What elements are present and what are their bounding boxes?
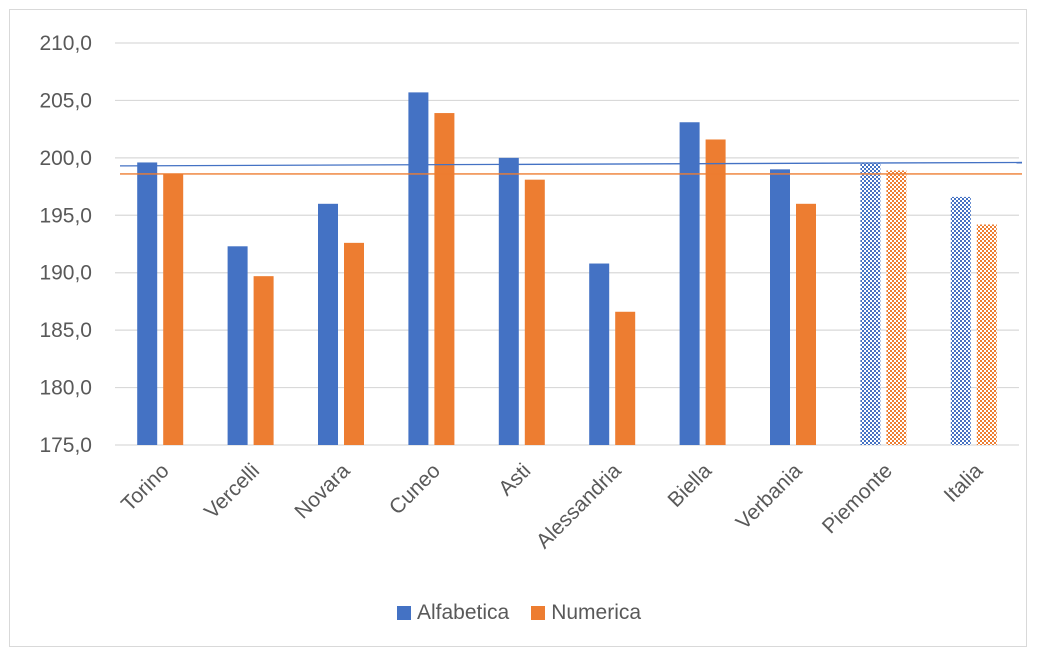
y-tick-label: 200,0 xyxy=(39,147,92,170)
legend-swatch-numerica xyxy=(531,606,546,620)
x-tick-label: Verbania xyxy=(732,459,807,534)
gridlines xyxy=(115,42,1019,446)
x-tick-label: Vercelli xyxy=(200,459,264,523)
x-tick-label: Alessandria xyxy=(532,459,626,553)
x-tick-label: Novara xyxy=(290,459,354,523)
x-axis-category-labels: Torino Vercelli Novara Cuneo AstiAlessandria… xyxy=(117,459,988,553)
bar-numerica-cuneo xyxy=(434,113,455,445)
bar-alfabetica-alessandria xyxy=(589,263,610,445)
x-tick-label: Italia xyxy=(940,459,988,507)
bar-numerica-verbania xyxy=(796,203,816,445)
bar-numerica-torino xyxy=(163,173,184,446)
bar-alfabetica-torino xyxy=(137,162,158,446)
y-axis-tick-labels: 175,0 180,0 185,0 190,0 195,0 200,0 205,0 210,0 xyxy=(39,32,92,457)
x-tick-label: Cuneo xyxy=(385,459,445,519)
y-tick-label: 195,0 xyxy=(39,204,92,227)
bar-numerica-alessandria xyxy=(615,311,636,445)
bar-numerica-piemonte xyxy=(886,170,907,445)
legend-swatch-alfabetica xyxy=(396,606,411,620)
bar-alfabetica-asti xyxy=(498,157,519,445)
bar-alfabetica-cuneo xyxy=(408,92,429,445)
bar-numerica-italia xyxy=(976,224,997,445)
y-tick-label: 190,0 xyxy=(39,262,92,285)
bar-numerica-novara xyxy=(344,242,364,445)
bar-numerica-biella xyxy=(705,139,726,446)
y-tick-label: 185,0 xyxy=(39,319,92,342)
legend: Alfabetica Numerica xyxy=(0,598,1038,628)
x-tick-label: Piemonte xyxy=(818,459,897,538)
bar-alfabetica-vercelli xyxy=(227,246,248,445)
x-tick-label: Asti xyxy=(494,459,535,500)
legend-item-alfabetica: Alfabetica xyxy=(396,601,510,625)
bar-numerica-vercelli xyxy=(253,276,274,445)
legend-item-numerica: Numerica xyxy=(531,601,641,625)
bar-numerica-asti xyxy=(524,179,545,445)
legend-label-numerica: Numerica xyxy=(551,601,642,624)
bar-alfabetica-piemonte xyxy=(860,162,881,446)
y-tick-label: 205,0 xyxy=(39,89,92,112)
bar-alfabetica-novara xyxy=(318,203,338,445)
reference-line-alfabetica xyxy=(119,161,1023,167)
reference-lines xyxy=(119,161,1023,175)
legend-label-alfabetica: Alfabetica xyxy=(416,601,510,624)
bar-alfabetica-biella xyxy=(679,122,700,445)
bars xyxy=(137,92,997,446)
bar-alfabetica-italia xyxy=(950,196,971,445)
x-tick-label: Biella xyxy=(664,459,717,512)
bar-alfabetica-verbania xyxy=(770,169,790,446)
y-tick-label: 175,0 xyxy=(39,434,92,457)
x-tick-label: Torino xyxy=(117,459,174,516)
y-tick-label: 210,0 xyxy=(39,32,92,55)
y-tick-label: 180,0 xyxy=(39,377,92,400)
